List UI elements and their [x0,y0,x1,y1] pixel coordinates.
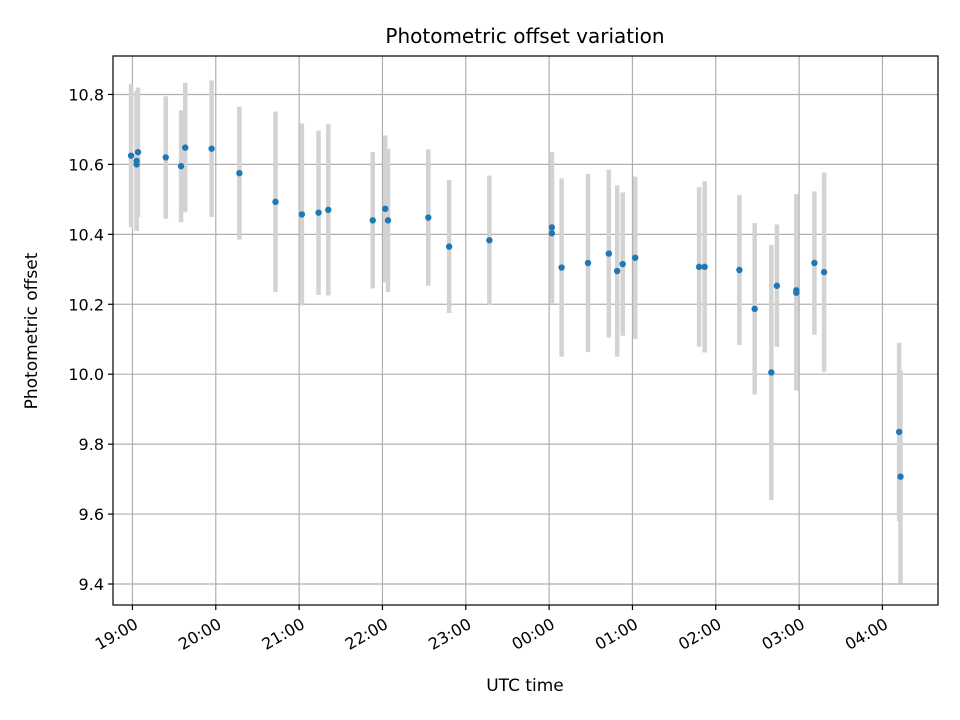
data-point [486,237,493,244]
data-point [236,169,243,177]
data-point [701,263,708,271]
data-point [695,263,703,271]
data-point [182,144,189,151]
data-point [736,266,743,274]
data-point [382,205,389,213]
data-point [820,268,828,276]
data-point [298,211,306,218]
data-point [133,161,140,168]
data-point [768,369,775,376]
data-point [177,162,185,170]
y-tick-label: 10.2 [68,295,104,314]
data-point [134,148,142,156]
y-tick-label: 9.8 [79,435,104,454]
data-point [773,282,781,289]
data-point [558,264,565,271]
data-point [384,217,392,224]
data-point [584,259,592,267]
data-point [272,198,279,206]
y-tick-label: 10.0 [68,365,104,384]
y-tick-label: 10.6 [68,155,104,174]
data-point [162,154,169,161]
y-tick-label: 10.4 [68,225,104,244]
data-point [897,473,904,480]
data-point [613,267,621,275]
data-point [548,230,556,237]
data-points [127,144,904,480]
y-axis-ticks: 9.4 9.6 9.8 10.0 10.2 10.4 10.6 10.8 [68,85,113,594]
data-point [315,209,322,216]
data-point [445,243,453,250]
data-point [811,259,818,267]
data-point [605,250,613,257]
data-point [793,287,800,294]
y-axis-title: Photometric offset [22,252,42,409]
data-point [425,214,432,221]
data-point [369,217,376,224]
data-point [619,260,626,268]
plot-frame [112,55,939,606]
data-point [325,206,332,214]
data-point [632,254,639,261]
data-point [548,224,556,231]
data-point [127,152,135,159]
y-tick-label: 9.4 [79,575,104,594]
data-point [895,428,903,436]
x-axis-title: UTC time [486,676,564,696]
y-tick-label: 10.8 [68,85,104,104]
chart-title: Photometric offset variation [385,24,664,48]
y-tick-label: 9.6 [79,505,104,524]
data-point [208,145,215,152]
data-point [751,305,758,313]
grid-lines [113,56,938,605]
